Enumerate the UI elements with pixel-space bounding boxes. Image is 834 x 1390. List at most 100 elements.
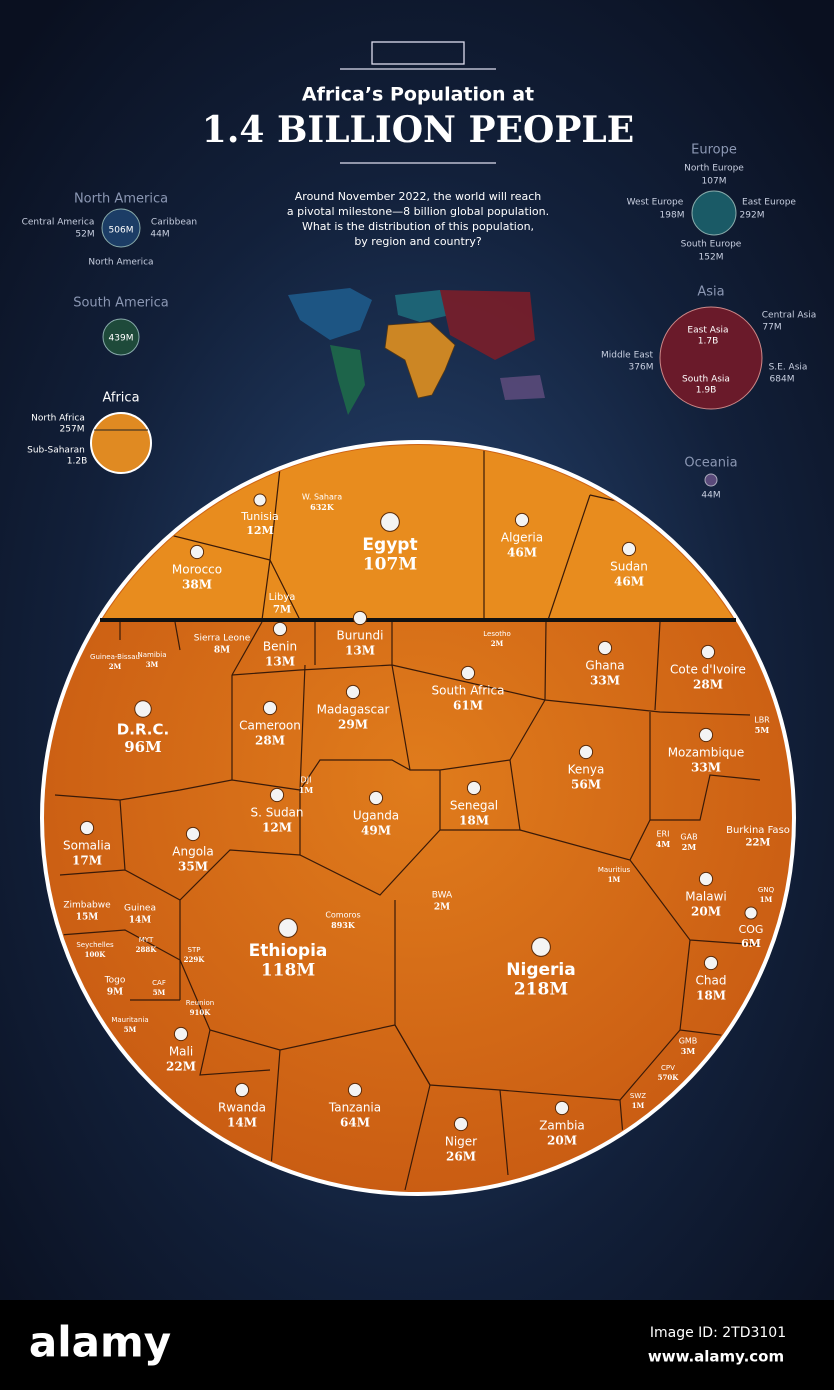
country-name: Mauritania (111, 1016, 148, 1024)
country-value: 14M (227, 1116, 257, 1130)
flag (703, 955, 719, 971)
country-name: Namibia (138, 651, 167, 659)
oceania-panel: Oceania 44M (684, 456, 737, 501)
region-part: East Asia (687, 326, 728, 336)
country-name: Tunisia (240, 510, 279, 523)
region-part-value: 292M (740, 211, 765, 221)
country-value: 46M (614, 575, 644, 589)
region-part: South Asia (682, 375, 730, 385)
country-value: 12M (246, 524, 273, 537)
country-name: Cameroon (239, 719, 301, 733)
country-value: 5M (755, 725, 770, 735)
country-name: GNQ (758, 886, 775, 894)
country-name: W. Sahara (302, 493, 342, 502)
country-value: 632K (310, 502, 335, 512)
region-part: North America (88, 258, 153, 268)
country-value: 28M (693, 678, 723, 692)
country-value: 28M (255, 734, 285, 748)
country-value: 35M (178, 860, 208, 874)
region-part-value: 107M (702, 177, 727, 187)
title-line1: Africa’s Population at (302, 84, 534, 106)
country-value: 13M (345, 644, 375, 658)
north-america-panel: North America 506M Central America 52M C… (22, 192, 197, 268)
country-value: 18M (696, 989, 726, 1003)
country-name: COG (739, 923, 764, 936)
country-name: SWZ (630, 1092, 646, 1100)
flag (698, 727, 714, 743)
flag (347, 1082, 363, 1098)
country-value: 33M (590, 674, 620, 688)
flag (272, 621, 288, 637)
country-name: Mozambique (668, 746, 745, 760)
country-name: Benin (263, 640, 297, 654)
country-name: Burundi (337, 629, 384, 643)
africa-panel: Africa North Africa 257M Sub-Saharan 1.2… (27, 391, 152, 474)
country-value: 3M (146, 660, 159, 669)
flag (253, 493, 267, 507)
country-value: 49M (361, 824, 391, 838)
flag (185, 826, 201, 842)
country-name: Rwanda (218, 1101, 266, 1115)
south-america-panel: South America 439M (73, 296, 169, 356)
country-name: Malawi (685, 890, 727, 904)
country-value: 6M (741, 937, 761, 950)
flag (278, 918, 298, 938)
flag (368, 790, 384, 806)
region-part: West Europe (627, 198, 684, 208)
description: Around November 2022, the world will rea… (295, 190, 541, 203)
country-name: BWA (432, 891, 453, 901)
country-value: 1M (608, 875, 621, 884)
flag (134, 700, 152, 718)
country-value: 100K (85, 950, 107, 959)
country-value: 7M (273, 605, 291, 616)
country-value: 5M (124, 1025, 137, 1034)
country-value: 56M (571, 778, 601, 792)
country-value: 2M (109, 662, 122, 671)
region-title: Europe (691, 143, 737, 158)
footer-image-id: Image ID: 2TD3101 (650, 1325, 786, 1341)
region-part: S.E. Asia (769, 363, 808, 373)
header: Africa’s Population at 1.4 BILLION PEOPL… (202, 41, 634, 248)
region-part-value: 1.7B (698, 337, 719, 347)
flag (698, 871, 714, 887)
country-value: 15M (76, 913, 99, 923)
country-value: 61M (453, 699, 483, 713)
region-title: Oceania (684, 456, 737, 471)
region-part-value: 684M (770, 375, 795, 385)
region-part: North Africa (31, 414, 85, 424)
flag (173, 1026, 189, 1042)
region-part: Middle East (601, 351, 653, 361)
country-value: 46M (507, 546, 537, 560)
country-name: CPV (661, 1064, 675, 1072)
country-name: Angola (172, 845, 213, 859)
flag (269, 787, 285, 803)
country-value: 22M (746, 838, 771, 849)
country-value: 96M (124, 738, 161, 756)
country-value: 12M (262, 821, 292, 835)
country-value: 22M (166, 1060, 196, 1074)
flag (460, 665, 476, 681)
country-name: Nigeria (506, 960, 575, 980)
country-value: 570K (658, 1073, 680, 1082)
country-name: STP (188, 946, 201, 954)
country-value: 118M (261, 961, 315, 981)
country-value: 17M (72, 854, 102, 868)
country-value: 3M (681, 1046, 696, 1056)
country-value: 29M (338, 718, 368, 732)
region-part-value: 77M (762, 323, 781, 333)
country-value: 33M (691, 761, 721, 775)
africa-circle (40, 440, 796, 1196)
region-part: South Europe (681, 240, 742, 250)
footer-url: www.alamy.com (648, 1348, 784, 1366)
flag (531, 937, 551, 957)
country-name: Algeria (501, 531, 543, 545)
country-value: 2M (491, 639, 504, 648)
country-name: DJI (301, 776, 312, 785)
country-value: 910K (190, 1008, 212, 1017)
region-total: 439M (109, 334, 134, 344)
flag (744, 906, 758, 920)
asia-panel: Asia East Asia 1.7B South Asia 1.9B Cent… (601, 285, 816, 410)
country-name: Egypt (362, 535, 417, 555)
